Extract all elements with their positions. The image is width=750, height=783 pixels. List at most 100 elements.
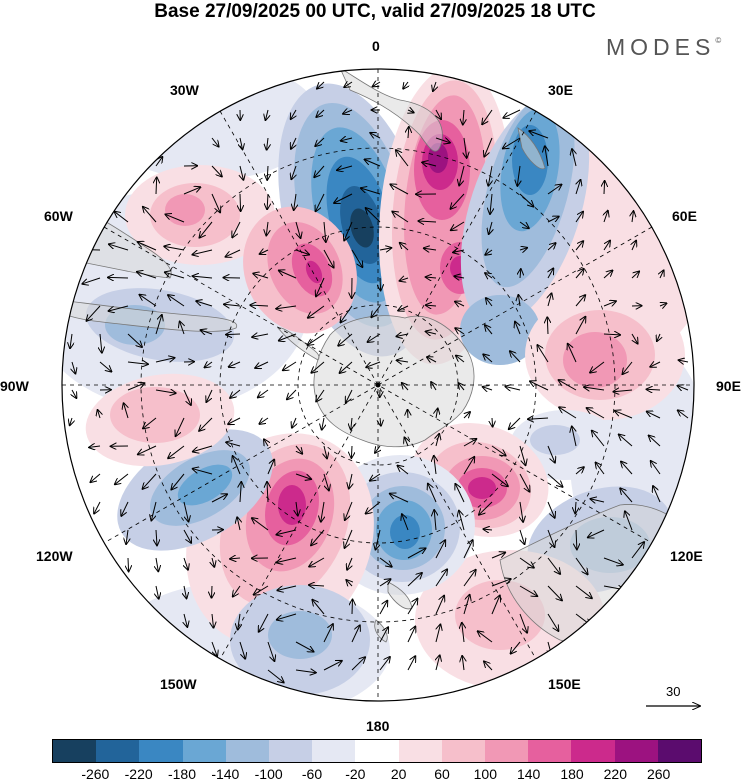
label-lon-90e: 90E [716,378,741,394]
wind-vector [464,137,467,158]
wind-vector [603,334,620,335]
wind-vector [266,109,269,120]
wind-vector [603,557,623,565]
wind-vector [407,548,426,559]
wind-vector [140,295,157,307]
wind-vector [316,389,325,401]
wind-vector [454,276,465,278]
south-america [62,299,238,332]
antarctic-peninsula [277,327,320,361]
wind-vector [252,518,269,531]
wind-vector [151,501,157,520]
wind-vector [451,221,465,230]
wind-vector [396,150,409,167]
wind-vector [156,529,157,545]
wind-vector [519,193,533,207]
wind-vector [184,557,188,570]
wind-vector [199,417,213,431]
wind-vector [519,473,530,492]
wind-vector [572,427,577,447]
colorbar-segment [614,740,658,762]
wind-vector [464,412,470,418]
wind-vector [183,501,189,522]
wind-vector [631,272,639,279]
wind-vector [72,361,75,374]
wind-vector [379,557,392,567]
wind-vector [575,501,576,513]
wind-vector [361,188,381,195]
wind-vector [651,461,661,475]
label-lon-60w: 60W [44,208,73,224]
wind-vector [295,445,302,454]
wind-vector [390,494,409,503]
wind-vector [603,271,612,279]
wind-vector [89,446,101,447]
wind-vector [226,334,241,335]
wind-vector [266,221,268,235]
wind-vector [403,82,408,89]
positive-center-100w [85,373,235,467]
wind-vector [592,431,605,447]
wind-vector [436,655,440,671]
wind-vector [424,248,437,250]
colorbar-tick-label: -260 [81,766,110,782]
wind-vector [547,473,563,487]
wind-vector [491,596,500,615]
wind-vector [277,529,297,535]
wind-vector [238,613,240,630]
wind-vector [519,557,534,568]
wind-vector [660,303,666,306]
wind-vector [344,221,353,240]
wind-vector [407,656,415,671]
wind-vector [296,221,301,238]
wind-vector [436,409,438,419]
madagascar [517,127,546,170]
wind-vector [171,473,185,490]
colorbar-segment [312,740,356,762]
wind-vector [201,330,213,334]
wind-vector [545,146,548,167]
wind-vector [621,462,633,475]
wind-vector [324,221,326,242]
wind-vector [400,243,409,251]
wind-vector [323,624,333,643]
wind-vector [547,217,559,223]
wind-vector [407,627,415,643]
wind-vectors [70,82,689,682]
wind-vector [237,517,240,531]
brand-name: MODES [606,34,716,60]
wind-vector [379,248,391,250]
wind-vector [515,322,520,335]
wind-vector [70,333,72,348]
wind-vector [155,358,175,362]
wind-vector [426,332,437,335]
wind-vector [206,389,213,402]
wind-vector [94,501,101,514]
wind-vector [314,165,325,177]
wind-vector [453,250,465,252]
wind-vector [519,221,529,228]
wind-vector [435,625,440,643]
wind-vector [520,269,521,279]
wind-vector [427,357,437,362]
wind-vector [100,333,102,353]
wind-vector [283,361,297,370]
wind-vector [211,494,227,503]
wind-vector [108,277,129,278]
colorbar-segment [398,740,442,762]
wind-vector [324,445,327,458]
wind-vector [649,436,661,447]
wind-vector [400,278,409,281]
wind-vector [408,410,409,419]
wind-vector [604,181,605,195]
wind-vector [380,277,381,290]
colorbar-tick-label: 20 [390,766,407,782]
wind-vector [346,580,352,586]
label-lon-30w: 30W [170,82,199,98]
wind-vector [137,272,157,279]
wind-vector [509,417,521,429]
wind-vector [292,417,296,428]
wind-vector [200,221,213,238]
wind-vector [588,529,605,537]
wind-vector [463,595,470,615]
